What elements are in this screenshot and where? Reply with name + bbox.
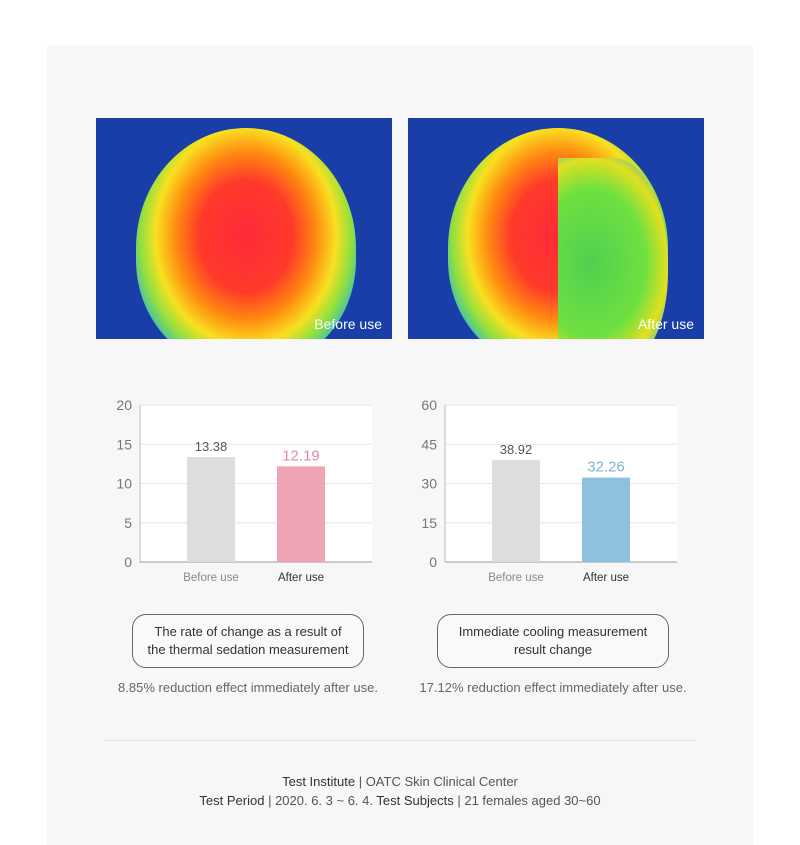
sep: | [264,793,276,808]
y-tick-label: 15 [421,515,437,531]
footer-institute: Test Institute | OATC Skin Clinical Cent… [0,774,800,789]
caption-line: the thermal sedation measurement [147,642,349,657]
data-label: 12.19 [282,447,320,464]
y-tick-label: 20 [116,397,132,413]
thermal-image-before: Before use [96,118,392,339]
value: 2020. 6. 3 ~ 6. 4. [275,793,374,808]
bar [582,477,630,562]
caption-box-2: Immediate cooling measurement result chan… [437,614,669,668]
y-tick-label: 15 [116,436,132,452]
bar [492,460,540,562]
label: Test Period [199,793,265,808]
y-tick-label: 60 [421,397,437,413]
bar [277,466,325,562]
y-tick-label: 10 [116,476,132,492]
x-tick-label: Before use [488,572,544,584]
caption-line: The rate of change as a result of [154,624,342,639]
cooled-area [558,158,668,339]
value: OATC Skin Clinical Center [365,774,518,789]
caption-box-1: The rate of change as a result of the the… [132,614,364,668]
reduction-note-2: 17.12% reduction effect immediately afte… [419,680,687,695]
divider [105,740,695,741]
caption-line: result change [513,642,593,657]
footer-period: Test Period | 2020. 6. 3 ~ 6. 4. Test Su… [0,793,800,808]
y-tick-label: 5 [124,515,132,531]
y-tick-label: 45 [421,436,437,452]
data-label: 38.92 [500,442,533,457]
data-label: 13.38 [195,439,228,454]
y-tick-label: 0 [429,554,437,570]
data-label: 32.26 [587,459,625,476]
reduction-note-1: 8.85% reduction effect immediately after… [118,680,378,695]
chart-cooling: 0 15 30 45 60 38.92 Before use 32.26 After use [421,397,677,584]
thermal-face-before [136,128,356,339]
x-tick-label: After use [278,572,324,584]
label: Test Institute [282,774,356,789]
bar [187,456,235,562]
y-tick-label: 30 [421,476,437,492]
value: 21 females aged 30~60 [464,793,601,808]
thermal-image-after: After use [408,118,704,339]
image-label: After use [637,316,694,332]
chart-thermal-sedation: 0 5 10 15 20 13.38 Before use 12.19 After use [116,397,372,584]
caption-line: Immediate cooling measurement [458,624,648,639]
x-tick-label: Before use [183,572,239,584]
y-tick-label: 0 [124,554,132,570]
image-label: Before use [314,316,382,332]
x-tick-label: After use [583,572,629,584]
sep: | [355,774,366,789]
sep: | [453,793,465,808]
label: Test Subjects [376,793,454,808]
